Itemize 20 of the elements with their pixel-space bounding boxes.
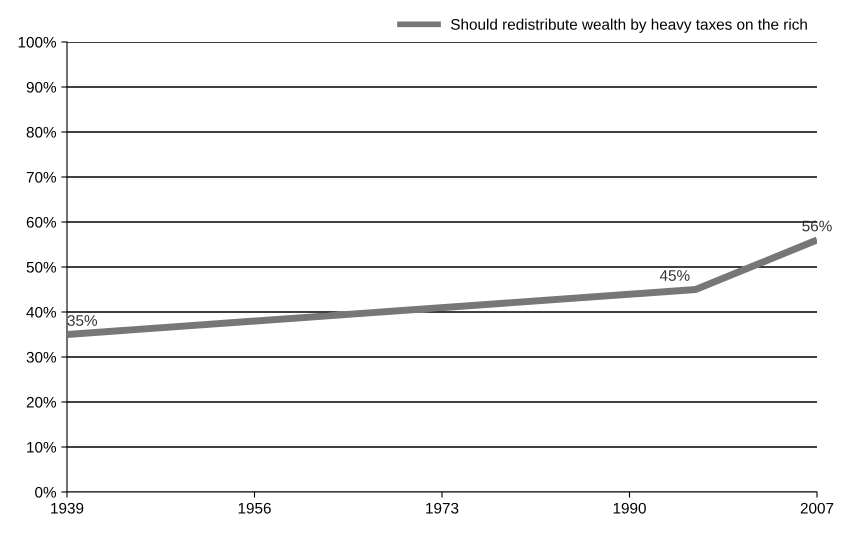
y-tick-label: 10% bbox=[27, 442, 56, 453]
y-tick-label: 50% bbox=[26, 262, 56, 273]
y-tick-label: 30% bbox=[26, 352, 56, 363]
x-tick-label: 2007 bbox=[800, 502, 834, 514]
y-tick-label: 20% bbox=[26, 396, 56, 408]
y-tick-label: 100% bbox=[18, 36, 56, 48]
data-label: 35% bbox=[68, 315, 98, 326]
y-tick-label: 90% bbox=[26, 82, 56, 93]
y-tick-label: 40% bbox=[26, 306, 56, 318]
data-label: 56% bbox=[802, 220, 832, 232]
x-tick-label: 1939 bbox=[51, 502, 84, 514]
x-tick-label: 1973 bbox=[426, 502, 458, 514]
data-label: 45% bbox=[660, 270, 690, 281]
y-tick-label: 60% bbox=[26, 216, 56, 228]
x-tick-label: 1956 bbox=[238, 502, 271, 514]
legend-label: Should redistribute wealth by heavy taxes on the rich bbox=[451, 18, 807, 33]
y-tick-label: 80% bbox=[26, 126, 56, 138]
x-tick-label: 1990 bbox=[614, 502, 646, 514]
y-tick-label: 70% bbox=[26, 172, 56, 183]
y-tick-label: 0% bbox=[35, 486, 56, 498]
